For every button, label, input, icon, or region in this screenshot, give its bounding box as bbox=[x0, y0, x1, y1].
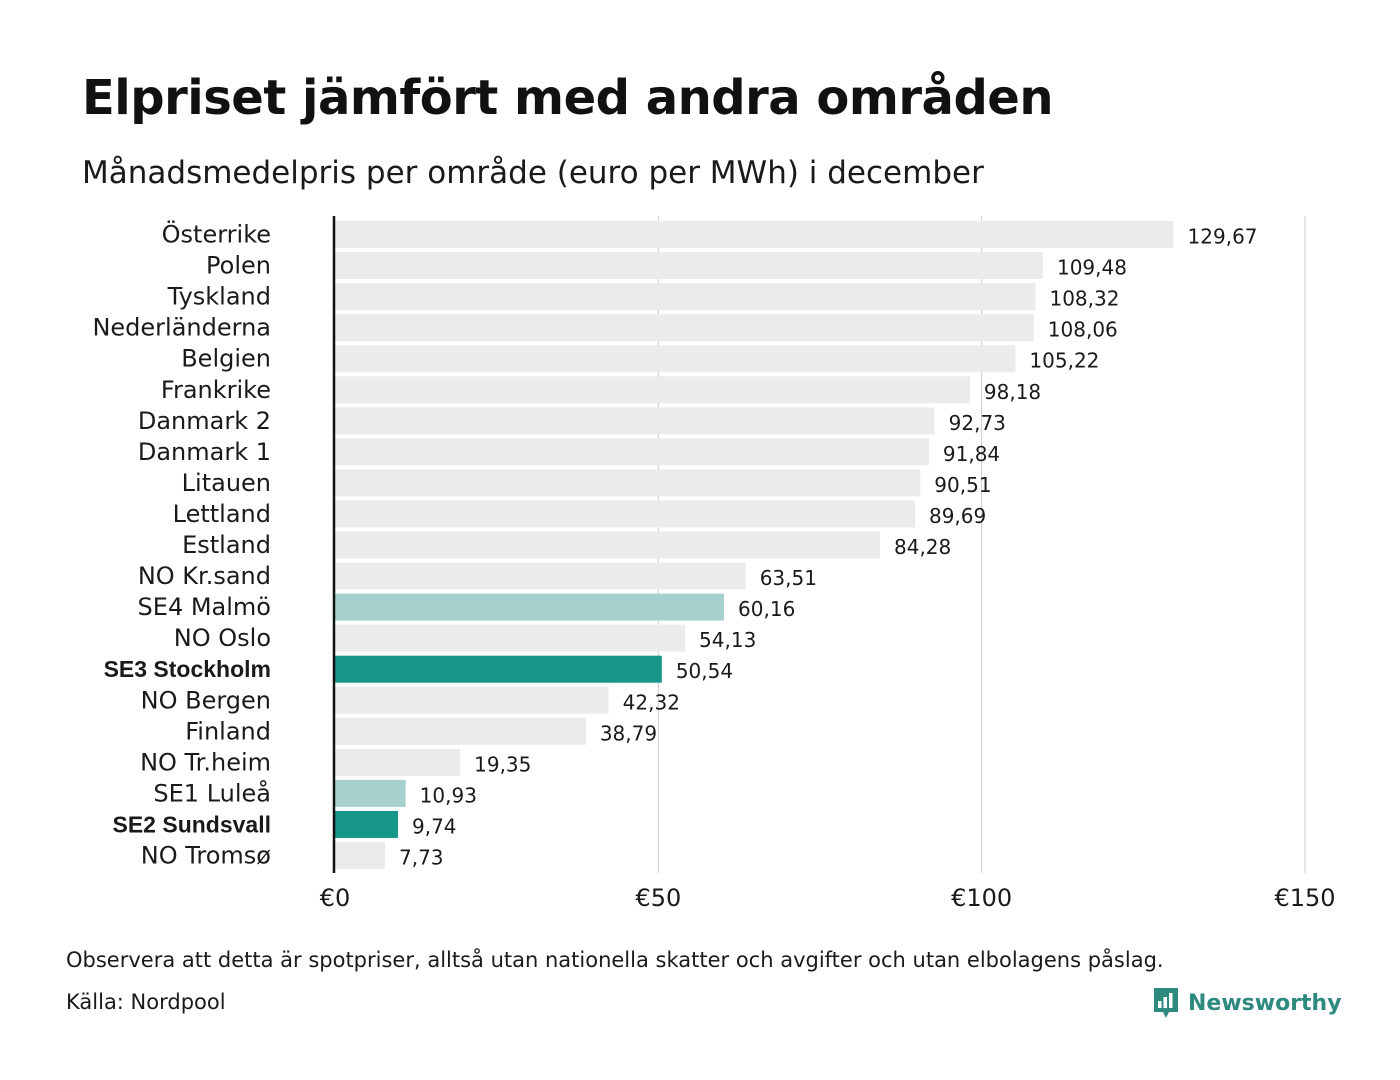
category-label: Polen bbox=[206, 252, 271, 280]
bar-15 bbox=[335, 655, 662, 683]
bar-20 bbox=[335, 810, 398, 838]
bar-18 bbox=[335, 748, 461, 776]
value-label: 19,35 bbox=[474, 752, 531, 776]
category-label: NO Oslo bbox=[174, 624, 271, 652]
bar-8 bbox=[335, 438, 929, 466]
bar-11 bbox=[335, 531, 881, 559]
value-label: 84,28 bbox=[894, 535, 951, 559]
value-label: 60,16 bbox=[738, 597, 795, 621]
category-label: SE3 Stockholm bbox=[104, 656, 271, 682]
value-label: 129,67 bbox=[1188, 225, 1258, 249]
category-label: NO Tromsø bbox=[141, 842, 271, 870]
bar-chart-speech-bubble-icon bbox=[1154, 988, 1178, 1018]
value-label: 7,73 bbox=[399, 846, 444, 870]
x-tick-label: €150 bbox=[1274, 884, 1335, 912]
value-label: 10,93 bbox=[420, 783, 477, 807]
category-label: NO Bergen bbox=[141, 686, 271, 714]
category-label: Litauen bbox=[182, 469, 271, 497]
category-label: Tyskland bbox=[167, 283, 271, 311]
value-label: 109,48 bbox=[1057, 256, 1127, 280]
bar-14 bbox=[335, 624, 686, 652]
bar-19 bbox=[335, 779, 406, 807]
category-label: Danmark 1 bbox=[138, 438, 271, 466]
bar-1 bbox=[335, 221, 1174, 248]
value-label: 90,51 bbox=[934, 473, 991, 497]
category-label: Belgien bbox=[181, 345, 271, 373]
value-label: 108,32 bbox=[1049, 287, 1119, 311]
value-label: 108,06 bbox=[1048, 318, 1118, 342]
value-label: 42,32 bbox=[623, 690, 680, 714]
bar-3 bbox=[335, 283, 1036, 311]
category-label: Danmark 2 bbox=[138, 407, 271, 435]
bar-12 bbox=[335, 562, 746, 590]
value-label: 54,13 bbox=[699, 628, 756, 652]
category-label: Finland bbox=[185, 717, 271, 745]
x-tick-label: €50 bbox=[635, 884, 681, 912]
bar-2 bbox=[335, 252, 1043, 280]
value-label: 9,74 bbox=[412, 814, 457, 838]
bar-chart: Österrike 129,67 Polen 109,48 Tyskland 108,32… bbox=[92, 216, 1336, 912]
category-label: SE4 Malmö bbox=[138, 593, 271, 621]
value-label: 105,22 bbox=[1029, 349, 1099, 373]
category-label: Österrike bbox=[162, 220, 271, 249]
value-label: 92,73 bbox=[949, 411, 1006, 435]
bar-4 bbox=[335, 314, 1034, 342]
chart-subtitle: Månadsmedelpris per område (euro per MWh… bbox=[82, 155, 984, 191]
value-label: 63,51 bbox=[760, 566, 817, 590]
value-label: 50,54 bbox=[676, 659, 733, 683]
bar-17 bbox=[335, 717, 586, 745]
bar-6 bbox=[335, 376, 970, 404]
value-label: 91,84 bbox=[943, 442, 1000, 466]
bar-16 bbox=[335, 686, 609, 714]
x-tick-label: €100 bbox=[951, 884, 1012, 912]
bar-10 bbox=[335, 500, 915, 528]
value-label: 89,69 bbox=[929, 504, 986, 528]
source-credit: Källa: Nordpool bbox=[66, 990, 226, 1014]
category-label: SE2 Sundsvall bbox=[112, 811, 271, 837]
x-tick-label: €0 bbox=[320, 884, 351, 912]
value-label: 98,18 bbox=[984, 380, 1041, 404]
bar-9 bbox=[335, 469, 921, 497]
chart-title: Elpriset jämfört med andra områden bbox=[82, 70, 1054, 126]
bar-5 bbox=[335, 345, 1016, 373]
brand-logo: Newsworthy bbox=[1152, 986, 1342, 1020]
category-label: Nederländerna bbox=[92, 314, 271, 342]
category-label: Frankrike bbox=[161, 376, 271, 404]
bar-7 bbox=[335, 407, 935, 435]
category-label: NO Tr.heim bbox=[140, 748, 271, 776]
category-label: SE1 Luleå bbox=[153, 778, 271, 807]
value-label: 38,79 bbox=[600, 721, 657, 745]
footnote: Observera att detta är spotpriser, allts… bbox=[66, 948, 1164, 972]
category-label: NO Kr.sand bbox=[138, 562, 271, 590]
category-label: Lettland bbox=[173, 500, 271, 528]
category-label: Estland bbox=[182, 531, 271, 559]
bar-13 bbox=[335, 593, 725, 621]
brand-name: Newsworthy bbox=[1188, 990, 1342, 1016]
bar-21 bbox=[335, 842, 385, 869]
